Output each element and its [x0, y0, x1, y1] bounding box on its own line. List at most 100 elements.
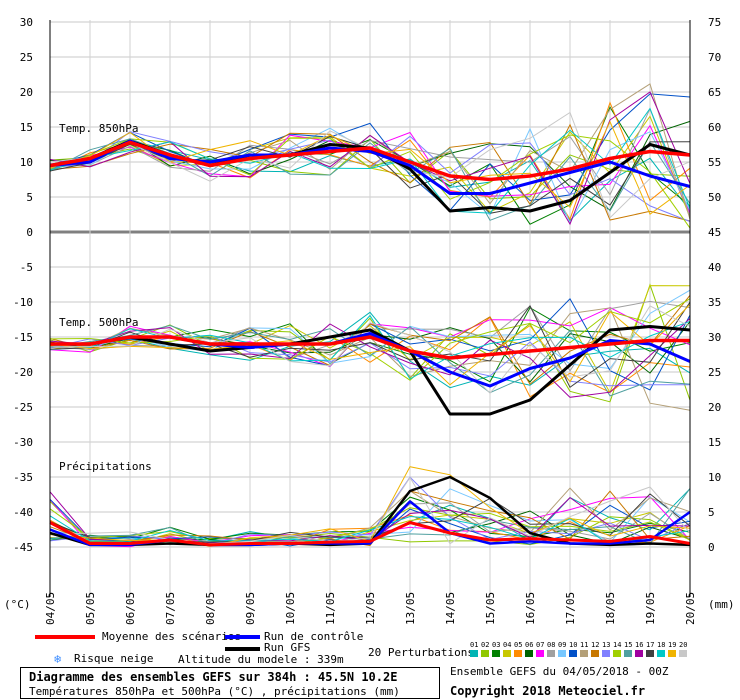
panel-label-precip: Précipitations: [59, 460, 152, 473]
y-tick-right: 60: [708, 121, 721, 134]
pert-number: 09: [558, 641, 567, 649]
pert-number: 17: [646, 641, 655, 649]
gfs-swatch: [225, 647, 260, 651]
legend-gfs: Run GFS: [264, 641, 311, 654]
y-tick-left: 5: [26, 191, 33, 204]
x-tick-label: 15/05: [484, 592, 497, 625]
pert-color-swatch: [657, 650, 665, 657]
pert-color-swatch: [591, 650, 599, 657]
x-tick-label: 08/05: [204, 592, 217, 625]
pert-color-swatch: [635, 650, 643, 657]
mean-swatch: [35, 635, 95, 639]
pert-color-swatch: [492, 650, 500, 657]
pert-number: 12: [591, 641, 600, 649]
pert-color-swatch: [503, 650, 511, 657]
legend-altitude: Altitude du modele : 339m: [178, 653, 344, 666]
pert-number: 01: [470, 641, 479, 649]
pert-number: 13: [602, 641, 611, 649]
pert-t500-line: [49, 289, 691, 370]
y-tick-right: 40: [708, 261, 721, 274]
y-tick-right: 75: [708, 16, 721, 29]
x-tick-label: 12/05: [364, 592, 377, 625]
y-tick-left: -25: [13, 401, 33, 414]
x-tick-label: 11/05: [324, 592, 337, 625]
x-tick-label: 19/05: [644, 592, 657, 625]
x-tick-label: 07/05: [164, 592, 177, 625]
y-tick-right: 50: [708, 191, 721, 204]
left-unit-label: (°C): [4, 598, 31, 611]
x-tick-label: 17/05: [564, 592, 577, 625]
x-tick-label: 20/05: [684, 592, 697, 625]
pert-number: 18: [657, 641, 666, 649]
pert-color-swatch: [679, 650, 687, 657]
x-tick-label: 16/05: [524, 592, 537, 625]
y-tick-right: 5: [708, 506, 715, 519]
y-tick-right: 55: [708, 156, 721, 169]
y-tick-left: -40: [13, 506, 33, 519]
info-box: Diagramme des ensembles GEFS sur 384h : …: [20, 667, 440, 699]
pert-number: 04: [503, 641, 512, 649]
control-swatch: [225, 635, 260, 639]
pert-number: 14: [613, 641, 622, 649]
y-tick-right: 35: [708, 296, 721, 309]
snowflake-icon: ❄: [54, 652, 62, 666]
pert-color-swatch: [613, 650, 621, 657]
chart-title: Diagramme des ensembles GEFS sur 384h : …: [29, 670, 398, 684]
pert-precip-line: [49, 476, 691, 545]
pert-number: 08: [547, 641, 556, 649]
y-tick-right: 15: [708, 436, 721, 449]
y-tick-left: 20: [20, 86, 33, 99]
y-tick-left: 0: [26, 226, 33, 239]
pert-t850-line: [49, 107, 691, 214]
y-tick-left: 30: [20, 16, 33, 29]
y-tick-left: -45: [13, 541, 33, 554]
y-tick-left: -30: [13, 436, 33, 449]
pert-precip-line: [49, 476, 691, 545]
pert-t850-line: [49, 138, 691, 221]
pert-number: 20: [679, 641, 688, 649]
pert-color-swatch: [547, 650, 555, 657]
right-unit-label: (mm): [708, 598, 735, 611]
y-tick-left: 25: [20, 51, 33, 64]
y-tick-left: -5: [20, 261, 33, 274]
panel-label-t500: Temp. 500hPa: [59, 316, 138, 329]
y-tick-right: 45: [708, 226, 721, 239]
pert-number: 03: [492, 641, 501, 649]
run-info: Ensemble GEFS du 04/05/2018 - 00Z: [450, 665, 669, 678]
pert-color-swatch: [580, 650, 588, 657]
pert-color-swatch: [624, 650, 632, 657]
chart-subtitle: Températures 850hPa et 500hPa (°C) , pré…: [29, 685, 400, 698]
pert-color-swatch: [470, 650, 478, 657]
x-tick-label: 05/05: [84, 592, 97, 625]
pert-t500-line: [49, 316, 691, 398]
panel-label-t850: Temp. 850hPa: [59, 122, 138, 135]
pert-number: 02: [481, 641, 490, 649]
copyright: Copyright 2018 Meteociel.fr: [450, 684, 646, 698]
pert-precip-line: [49, 515, 691, 546]
y-tick-right: 20: [708, 401, 721, 414]
y-tick-right: 0: [708, 541, 715, 554]
y-tick-left: 10: [20, 156, 33, 169]
pert-t500-line: [49, 283, 691, 403]
legend-snow: Risque neige: [74, 652, 154, 665]
pert-number: 11: [580, 641, 589, 649]
x-tick-label: 14/05: [444, 592, 457, 625]
x-tick-label: 04/05: [44, 592, 57, 625]
main-series-lines: [49, 139, 691, 547]
legend-control: Run de contrôle: [264, 630, 364, 643]
pert-color-swatch: [668, 650, 676, 657]
y-tick-right: 70: [708, 51, 721, 64]
pert-t500-line: [49, 304, 691, 386]
x-tick-label: 09/05: [244, 592, 257, 625]
y-tick-right: 30: [708, 331, 721, 344]
pert-t500-line: [49, 318, 691, 398]
mean-t850-line: [49, 140, 691, 182]
y-tick-left: -35: [13, 471, 33, 484]
y-tick-left: -20: [13, 366, 33, 379]
pert-number: 06: [525, 641, 534, 649]
pert-number: 10: [569, 641, 578, 649]
pert-number: 15: [624, 641, 633, 649]
pert-color-swatch: [514, 650, 522, 657]
pert-number: 05: [514, 641, 523, 649]
